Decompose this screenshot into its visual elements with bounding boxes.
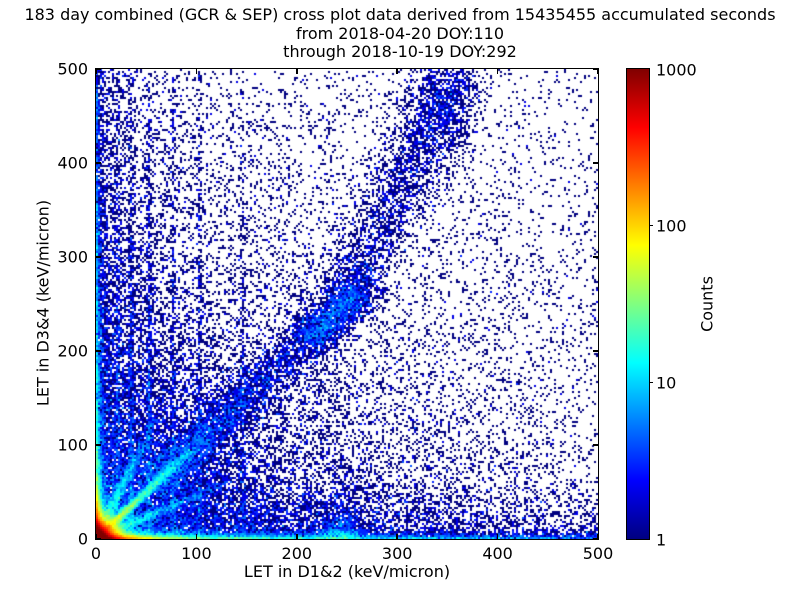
- x-tick-mark-top: [496, 69, 499, 74]
- colorbar-tick-label: 10: [656, 373, 677, 393]
- y-tick-mark-right: [593, 68, 598, 70]
- colorbar-label: Counts: [697, 276, 717, 332]
- colorbar-gradient: [627, 69, 649, 539]
- plot-subtitle-from: from 2018-04-20 DOY:110: [295, 24, 504, 43]
- cross-plot-canvas: [96, 69, 598, 539]
- y-tick-mark: [96, 538, 101, 540]
- x-tick-mark-top: [396, 69, 398, 74]
- colorbar-tick-mark: [649, 381, 653, 384]
- x-tick-mark: [396, 534, 398, 539]
- x-tick-label: 400: [482, 544, 513, 563]
- x-tick-label: 300: [381, 544, 413, 563]
- y-tick-mark-right: [593, 538, 598, 540]
- x-axis-label: LET in D1&2 (keV/micron): [243, 562, 451, 581]
- x-tick-mark: [496, 534, 499, 539]
- plot-area: 0 100 200 300 400 500 0 100 200 300 400 500: [57, 60, 613, 564]
- y-tick-mark-right: [593, 256, 598, 258]
- plot-title: 183 day combined (GCR & SEP) cross plot …: [24, 5, 776, 24]
- x-tick-label: 0: [90, 544, 102, 563]
- y-tick-mark-right: [593, 444, 598, 446]
- y-tick-label: 300: [57, 247, 88, 267]
- x-tick-label: 500: [582, 544, 614, 563]
- y-tick-label: 400: [57, 153, 88, 173]
- x-tick-mark: [195, 534, 198, 539]
- colorbar: [626, 68, 653, 540]
- y-tick-label: 200: [57, 341, 88, 361]
- colorbar-tick-label: 1000: [656, 60, 697, 79]
- y-tick-mark: [96, 444, 101, 446]
- y-axis-label: LET in D3&4 (keV/micron): [33, 199, 53, 407]
- y-tick-label: 100: [57, 435, 88, 455]
- x-tick-mark-top: [195, 69, 198, 74]
- plot-subtitle-through: through 2018-10-19 DOY:292: [283, 42, 517, 61]
- y-tick-label: 500: [57, 59, 88, 79]
- y-tick-mark: [96, 350, 101, 352]
- y-tick-label: 0: [77, 529, 88, 549]
- x-tick-mark-top: [296, 69, 298, 74]
- x-tick-mark: [95, 534, 97, 539]
- x-tick-label: 100: [181, 544, 212, 563]
- x-tick-mark-top: [597, 69, 599, 74]
- y-tick-mark-right: [593, 350, 598, 352]
- y-tick-mark: [96, 256, 101, 258]
- x-tick-mark: [597, 534, 599, 539]
- x-tick-mark: [296, 534, 298, 539]
- colorbar-tick-mark: [649, 224, 653, 227]
- colorbar-tick-label: 1: [656, 530, 667, 549]
- y-tick-mark-right: [593, 162, 598, 164]
- y-tick-mark: [96, 68, 101, 70]
- colorbar-tick-label: 100: [656, 216, 687, 236]
- x-tick-label: 200: [281, 544, 313, 563]
- y-tick-mark: [96, 162, 101, 164]
- x-tick-mark-top: [95, 69, 97, 74]
